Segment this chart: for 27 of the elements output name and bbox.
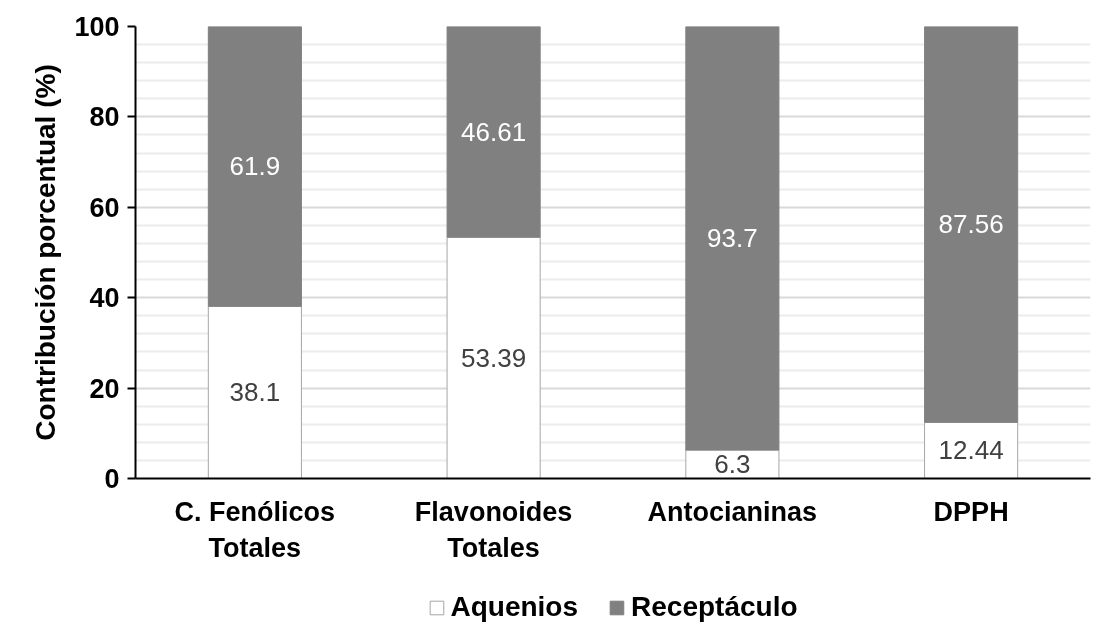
x-tick-label: Antocianinas <box>647 496 818 527</box>
data-label: 38.1 <box>229 377 281 408</box>
x-tick-label: Flavonoides Totales <box>414 496 573 563</box>
legend-label: Aquenios <box>450 591 579 623</box>
bar <box>207 305 302 479</box>
data-label: 53.39 <box>461 342 527 373</box>
y-tick-label: 80 <box>89 102 120 133</box>
data-label: 46.61 <box>461 116 527 147</box>
y-tick-label: 20 <box>89 373 120 404</box>
y-tick-label: 60 <box>89 192 120 223</box>
data-label: 6.3 <box>714 449 751 480</box>
data-label: 61.9 <box>229 151 281 182</box>
y-tick-label: 100 <box>74 12 120 42</box>
bar <box>446 236 541 479</box>
legend-label: Receptáculo <box>631 591 798 623</box>
y-tick-label: 0 <box>104 464 120 494</box>
y-tick-label: 40 <box>89 283 120 314</box>
bar <box>685 26 780 451</box>
y-axis-title: Contribución porcentual (%) <box>30 64 62 441</box>
data-label: 87.56 <box>938 209 1004 240</box>
data-label: 12.44 <box>938 435 1004 466</box>
x-tick-label: C. Fenólicos Totales <box>174 496 336 563</box>
x-tick-label: DPPH <box>933 496 1009 527</box>
bar <box>924 26 1019 423</box>
bar <box>207 26 302 307</box>
data-label: 93.7 <box>707 223 758 254</box>
bar <box>446 26 541 238</box>
